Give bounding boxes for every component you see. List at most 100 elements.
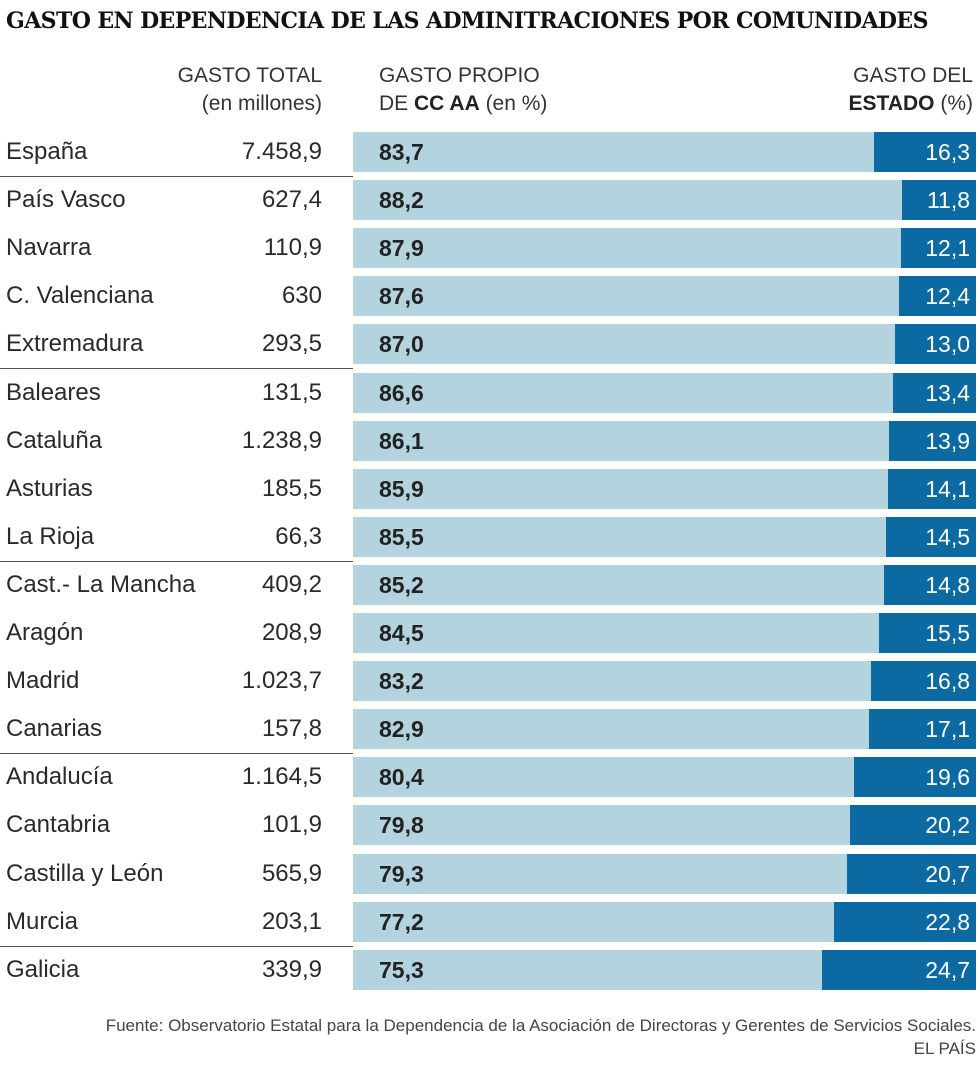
bar-gasto-cc	[353, 805, 850, 846]
data-label-cc: 79,8	[379, 812, 424, 839]
table-row: Aragón 208,9 84,5 15,5	[0, 613, 980, 653]
region-label: Cataluña	[6, 426, 103, 454]
stacked-bar: 85,2 14,8	[353, 564, 976, 605]
stacked-bar: 87,6 12,4	[353, 276, 976, 317]
stacked-bar: 87,9 12,1	[353, 228, 976, 269]
data-label-cc: 86,1	[379, 427, 424, 454]
gasto-total-value: 630	[281, 282, 322, 310]
table-row: Asturias 185,5 85,9 14,1	[0, 468, 980, 509]
region-label: España	[6, 138, 88, 165]
bar-gasto-estado	[869, 709, 976, 750]
bar-gasto-estado	[899, 276, 976, 317]
stacked-bar: 88,2 11,8	[353, 180, 976, 221]
bar-gasto-cc	[353, 228, 901, 269]
data-label-estado: 24,7	[925, 956, 970, 983]
data-label-cc: 79,3	[379, 860, 424, 887]
table-row: Madrid 1.023,7 83,2 16,8	[0, 661, 980, 702]
stacked-bar: 86,6 13,4	[353, 372, 976, 413]
data-label-cc: 85,2	[379, 571, 424, 598]
brand-credit: EL PAÍS	[913, 1039, 976, 1058]
data-label-estado: 11,8	[926, 187, 970, 214]
group-divider	[0, 753, 353, 754]
data-label-cc: 87,6	[379, 283, 424, 310]
gasto-total-value: 293,5	[261, 330, 322, 358]
bar-gasto-estado	[854, 757, 976, 798]
region-label: Andalucía	[6, 763, 113, 791]
header-gasto-total-line1: GASTO TOTAL	[177, 64, 322, 87]
region-label: Aragón	[6, 619, 84, 646]
data-label-cc: 80,4	[379, 764, 424, 791]
group-divider	[0, 946, 353, 947]
stacked-bar: 77,2 22,8	[353, 901, 976, 942]
header-cc-bold: CC AA	[414, 92, 480, 115]
stacked-bar: 75,3 24,7	[353, 949, 976, 990]
data-label-estado: 13,9	[925, 427, 970, 454]
header-estado-post: (%)	[934, 92, 973, 115]
table-row: España 7.458,9 83,7 16,3	[0, 132, 980, 172]
table-row: Andalucía 1.164,5 80,4 19,6	[0, 757, 980, 798]
header-gasto-cc-line1: GASTO PROPIO	[379, 64, 540, 87]
header-gasto-total-line2: (en millones)	[201, 92, 322, 115]
data-label-estado: 13,0	[925, 331, 970, 358]
region-label: Cast.- La Mancha	[6, 570, 196, 598]
region-label: Galicia	[6, 955, 80, 983]
bar-gasto-estado	[884, 564, 976, 605]
table-row: Castilla y León 565,9 79,3 20,7	[0, 853, 980, 894]
chart-title: GASTO EN DEPENDENCIA DE LAS ADMINITRACIO…	[6, 8, 928, 34]
gasto-total-value: 565,9	[261, 859, 322, 887]
bar-gasto-estado	[901, 228, 976, 269]
bar-gasto-estado	[886, 516, 976, 557]
data-label-estado: 12,1	[925, 235, 970, 262]
stacked-bar: 83,7 16,3	[353, 132, 976, 172]
bar-gasto-estado	[895, 324, 976, 365]
data-label-cc: 87,9	[379, 235, 424, 262]
gasto-total-value: 1.164,5	[241, 763, 322, 791]
gasto-total-value: 208,9	[261, 619, 322, 646]
data-label-cc: 88,2	[379, 187, 424, 214]
data-label-cc: 77,2	[379, 908, 424, 935]
bar-gasto-estado	[893, 372, 976, 413]
gasto-total-value: 1.238,9	[241, 426, 322, 454]
table-row: Murcia 203,1 77,2 22,8	[0, 901, 980, 942]
group-divider	[0, 368, 353, 369]
stacked-bar: 79,8 20,2	[353, 805, 976, 846]
header-gasto-estado-line1: GASTO DEL	[853, 64, 973, 87]
bar-gasto-cc	[353, 372, 893, 413]
data-label-estado: 20,2	[925, 812, 970, 839]
bar-gasto-cc	[353, 757, 854, 798]
bar-gasto-cc	[353, 613, 879, 653]
data-label-estado: 16,3	[925, 139, 970, 165]
bar-gasto-estado	[850, 805, 976, 846]
region-label: Navarra	[6, 234, 92, 262]
data-label-estado: 14,8	[925, 571, 970, 598]
region-label: Canarias	[6, 715, 103, 743]
stacked-bar: 83,2 16,8	[353, 661, 976, 702]
table-row: Cantabria 101,9 79,8 20,2	[0, 805, 980, 846]
table-row: Navarra 110,9 87,9 12,1	[0, 228, 980, 269]
gasto-total-value: 157,8	[261, 715, 322, 743]
data-label-estado: 13,4	[925, 379, 970, 406]
gasto-total-value: 1.023,7	[241, 667, 322, 695]
stacked-bar: 82,9 17,1	[353, 709, 976, 750]
data-label-cc: 85,5	[379, 523, 424, 550]
bar-gasto-estado	[874, 132, 976, 172]
table-row: Cataluña 1.238,9 86,1 13,9	[0, 420, 980, 461]
data-label-estado: 16,8	[925, 668, 970, 695]
gasto-total-value: 339,9	[261, 955, 322, 983]
bar-gasto-cc	[353, 949, 822, 990]
data-label-cc: 82,9	[379, 716, 424, 743]
gasto-total-value: 110,9	[263, 234, 322, 262]
bar-gasto-estado	[847, 853, 976, 894]
bar-gasto-cc	[353, 180, 902, 221]
region-label: C. Valenciana	[6, 282, 154, 310]
bar-gasto-estado	[822, 949, 976, 990]
gasto-total-value: 66,3	[275, 522, 322, 550]
region-label: Madrid	[6, 667, 80, 695]
bar-gasto-cc	[353, 853, 847, 894]
table-row: Canarias 157,8 82,9 17,1	[0, 709, 980, 750]
gasto-total-value: 409,2	[261, 570, 322, 598]
bar-gasto-cc	[353, 276, 899, 317]
header-gasto-total: GASTO TOTAL (en millones)	[140, 62, 322, 118]
bar-gasto-cc	[353, 564, 884, 605]
header-cc-post: (en %)	[479, 92, 548, 115]
